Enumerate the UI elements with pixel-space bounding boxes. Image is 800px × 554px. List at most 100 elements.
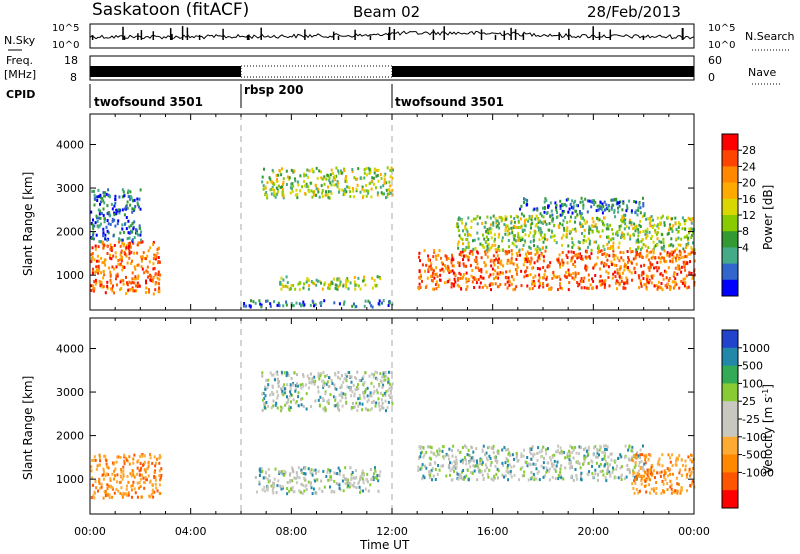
echo-cell (276, 390, 279, 394)
echo-cell (372, 478, 375, 481)
echo-cell (645, 236, 648, 240)
echo-cell (606, 469, 609, 473)
echo-cell (364, 388, 367, 392)
colorbar-swatch (722, 330, 738, 349)
echo-cell (274, 378, 277, 382)
echo-cell (431, 271, 434, 275)
echo-cell (587, 273, 590, 277)
echo-cell (349, 195, 352, 198)
echo-cell (669, 456, 672, 460)
echo-cell (625, 475, 628, 479)
echo-cell (621, 231, 624, 235)
echo-cell (94, 491, 96, 495)
echo-cell (452, 264, 455, 268)
echo-cell (510, 226, 513, 230)
echo-cell (348, 374, 351, 378)
echo-cell (279, 186, 282, 189)
echo-cell (342, 392, 345, 396)
echo-cell (520, 204, 523, 208)
echo-cell (112, 461, 114, 465)
echo-cell (297, 395, 300, 399)
y-tick-label: 3000 (56, 182, 84, 195)
echo-cell (391, 188, 394, 192)
echo-cell (271, 390, 273, 394)
echo-cell (286, 383, 289, 387)
freq-unit: [MHz] (4, 68, 36, 81)
echo-cell (152, 262, 155, 266)
echo-cell (619, 265, 622, 269)
echo-cell (622, 233, 625, 237)
echo-cell (421, 279, 423, 283)
echo-cell (287, 373, 290, 377)
echo-cell (135, 284, 137, 288)
echo-cell (277, 393, 280, 397)
echo-cell (382, 372, 385, 376)
echo-cell (285, 303, 288, 307)
echo-cell (444, 454, 447, 458)
echo-cell (648, 251, 651, 254)
echo-cell (340, 384, 343, 388)
echo-cell (638, 473, 641, 477)
echo-cell (107, 466, 110, 470)
echo-cell (153, 253, 156, 257)
echo-cell (342, 284, 345, 288)
echo-cell (498, 249, 501, 253)
echo-cell (282, 183, 284, 186)
echo-cell (338, 171, 341, 175)
echo-cell (490, 477, 493, 481)
echo-cell (621, 220, 624, 224)
echo-cell (93, 258, 96, 262)
echo-cell (139, 477, 142, 481)
echo-cell (465, 246, 468, 249)
echo-cell (139, 462, 142, 465)
echo-cell (128, 244, 130, 248)
echo-cell (305, 484, 308, 487)
echo-cell (119, 491, 122, 495)
echo-cell (114, 198, 117, 201)
echo-cell (154, 464, 157, 468)
echo-cell (601, 219, 604, 223)
echo-cell (494, 269, 497, 273)
echo-cell (478, 468, 481, 472)
echo-cell (632, 454, 635, 458)
echo-cell (341, 188, 344, 192)
echo-cell (610, 245, 612, 249)
echo-cell (292, 490, 295, 494)
echo-cell (363, 171, 366, 175)
echo-cell (278, 304, 281, 308)
echo-cell (422, 474, 425, 478)
echo-cell (571, 245, 574, 249)
echo-cell (258, 482, 261, 486)
echo-cell (531, 215, 533, 218)
echo-cell (679, 491, 682, 495)
echo-cell (581, 216, 584, 220)
echo-cell (650, 465, 653, 469)
echo-cell (102, 467, 105, 471)
echo-cell (418, 270, 421, 274)
echo-cell (323, 175, 326, 179)
echo-cell (285, 169, 288, 173)
noise-right-tick-top: 10^5 (708, 23, 735, 34)
echo-cell (499, 271, 502, 275)
echo-cell (330, 168, 333, 172)
echo-cell (504, 232, 507, 236)
echo-cell (98, 479, 101, 483)
echo-cell (579, 446, 582, 450)
echo-cell (129, 288, 132, 292)
echo-cell (145, 286, 148, 290)
echo-cell (495, 250, 498, 254)
echo-cell (302, 404, 305, 408)
echo-cell (356, 409, 359, 412)
echo-cell (388, 192, 390, 196)
echo-cell (603, 248, 606, 252)
echo-cell (283, 383, 286, 387)
echo-cell (338, 283, 341, 287)
echo-cell (133, 289, 136, 293)
echo-cell (143, 486, 146, 490)
echo-cell (639, 251, 642, 255)
echo-cell (493, 277, 495, 281)
echo-cell (668, 254, 671, 258)
echo-cell (336, 401, 339, 405)
echo-cell (367, 191, 370, 195)
echo-cell (344, 482, 347, 485)
